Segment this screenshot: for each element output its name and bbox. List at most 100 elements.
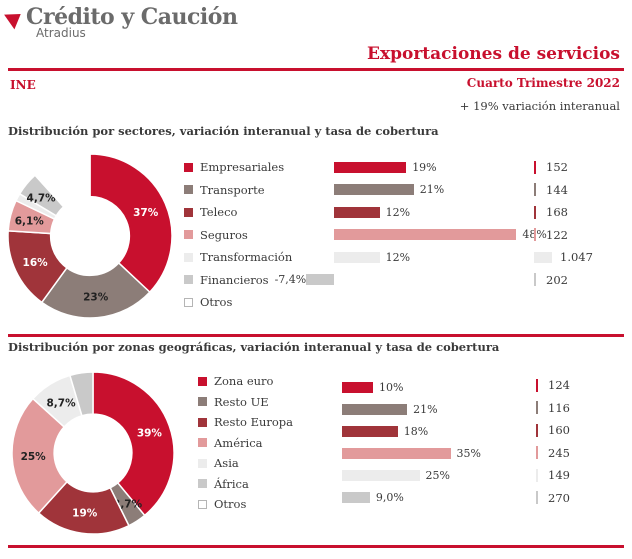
- coverage-row: 144: [534, 179, 593, 202]
- coverage-row: 1.047: [534, 246, 593, 269]
- footer-divider: [8, 545, 624, 548]
- pie-slice-transporte: [40, 261, 151, 319]
- pie-slice-label: 23%: [83, 291, 109, 303]
- legend-label: Empresariales: [200, 160, 285, 175]
- brand-logo: Crédito y Caución Atradius: [4, 4, 238, 40]
- legend-swatch: [184, 162, 193, 172]
- variation-row: 9,0%: [342, 486, 481, 508]
- coverage-row: 202: [534, 269, 593, 292]
- coverage-mark: [534, 251, 552, 263]
- brand-subtitle: Atradius: [36, 26, 86, 40]
- coverage-mark: [536, 446, 538, 460]
- zones-legend: Zona euro Resto UE Resto Europa América Asia…: [198, 371, 293, 515]
- pie-slice-label: 37%: [133, 207, 159, 219]
- coverage-mark: [536, 468, 538, 482]
- coverage-value: 245: [548, 445, 570, 460]
- variation-bar: [342, 425, 398, 437]
- coverage-mark: [534, 273, 536, 287]
- legend-item: Empresariales: [184, 156, 306, 179]
- variation-bar: [342, 491, 370, 503]
- pie-slice-label: 25%: [21, 451, 47, 463]
- coverage-value: 168: [546, 205, 568, 220]
- pie-slice-am-rica: [11, 397, 68, 515]
- legend-item: Resto UE: [198, 392, 293, 413]
- variation-label: 21%: [413, 402, 438, 416]
- coverage-value: 124: [548, 378, 570, 393]
- legend-swatch: [198, 479, 207, 489]
- coverage-mark: [534, 160, 536, 174]
- variation-bar: [342, 447, 451, 459]
- coverage-value: 202: [546, 272, 568, 287]
- coverage-mark: [536, 423, 538, 437]
- variation-row: 19%: [334, 156, 547, 179]
- coverage-row: 124: [536, 374, 570, 397]
- zones-donut-chart: 39%3,7%19%25%8,7%: [11, 371, 175, 535]
- variation-label: -7,4%: [274, 273, 307, 287]
- coverage-row: 122: [534, 224, 593, 247]
- legend-label: Zona euro: [214, 374, 274, 389]
- section-divider: [8, 334, 624, 337]
- variation-bar: [334, 184, 414, 196]
- sectors-coverage: 152 144 168 122 1.047 202: [534, 156, 593, 291]
- coverage-mark: [536, 401, 538, 415]
- variation-bar: [334, 206, 380, 218]
- legend-label: Resto UE: [214, 394, 269, 409]
- coverage-mark: [534, 183, 536, 197]
- legend-item: Teleco: [184, 201, 306, 224]
- sectors-legend: Empresariales Transporte Teleco Seguros Tran…: [184, 156, 306, 314]
- pie-slice-label: 16%: [23, 257, 49, 269]
- legend-swatch: [184, 230, 193, 240]
- pie-slice-label: 39%: [137, 428, 163, 440]
- coverage-value: 116: [548, 400, 570, 415]
- legend-label: Resto Europa: [214, 415, 294, 430]
- pie-slice-otros: [33, 153, 91, 208]
- pie-slice--frica: [68, 371, 94, 417]
- legend-label: Asia: [214, 456, 239, 471]
- variation-label: 10%: [379, 380, 404, 394]
- coverage-mark: [536, 491, 538, 505]
- coverage-mark: [534, 205, 536, 219]
- sectors-variation-bars: 19% 21% 12% 48% 12%: [305, 156, 547, 292]
- legend-swatch: [184, 252, 193, 262]
- legend-swatch: [184, 297, 193, 307]
- pie-slice-zona-euro: [92, 371, 175, 517]
- legend-item: Seguros: [184, 224, 306, 247]
- variation-row: 12%: [334, 246, 547, 269]
- coverage-mark: [536, 378, 538, 392]
- variation-bar: [334, 161, 407, 173]
- legend-item: Transformación: [184, 246, 306, 269]
- yoy-variation: + 19% variación interanual: [459, 99, 620, 113]
- header-divider: [8, 68, 624, 71]
- variation-bar: [342, 381, 373, 393]
- legend-item: Financieros -7,4%: [184, 269, 306, 292]
- coverage-value: 152: [546, 160, 568, 175]
- variation-bar: [342, 469, 420, 481]
- variation-row: 10%: [342, 376, 481, 398]
- variation-label: 12%: [385, 250, 411, 264]
- coverage-value: 149: [548, 468, 570, 483]
- coverage-row: 149: [536, 464, 570, 487]
- variation-label: 21%: [419, 183, 445, 197]
- legend-swatch: [184, 207, 193, 217]
- variation-row: 21%: [334, 179, 547, 202]
- legend-item: Transporte: [184, 179, 306, 202]
- legend-swatch: [184, 185, 193, 195]
- zones-coverage: 124 116 160 245 149 270: [536, 374, 570, 509]
- legend-item: Asia: [198, 453, 293, 474]
- variation-bar: [305, 274, 334, 286]
- legend-label: Teleco: [200, 205, 238, 220]
- variation-row: 12%: [334, 201, 547, 224]
- brand-name: Crédito y Caución: [26, 4, 238, 30]
- legend-swatch: [198, 417, 207, 427]
- legend-swatch: [198, 397, 207, 407]
- legend-swatch: [198, 458, 207, 468]
- variation-label: 35%: [456, 446, 481, 460]
- legend-label: América: [214, 435, 263, 450]
- legend-swatch: [184, 275, 193, 285]
- variation-row: 48%: [334, 224, 547, 247]
- coverage-row: 160: [536, 419, 570, 442]
- variation-label: 12%: [385, 205, 411, 219]
- variation-label: 18%: [403, 424, 429, 438]
- coverage-value: 122: [546, 227, 568, 242]
- variation-row: [305, 269, 547, 292]
